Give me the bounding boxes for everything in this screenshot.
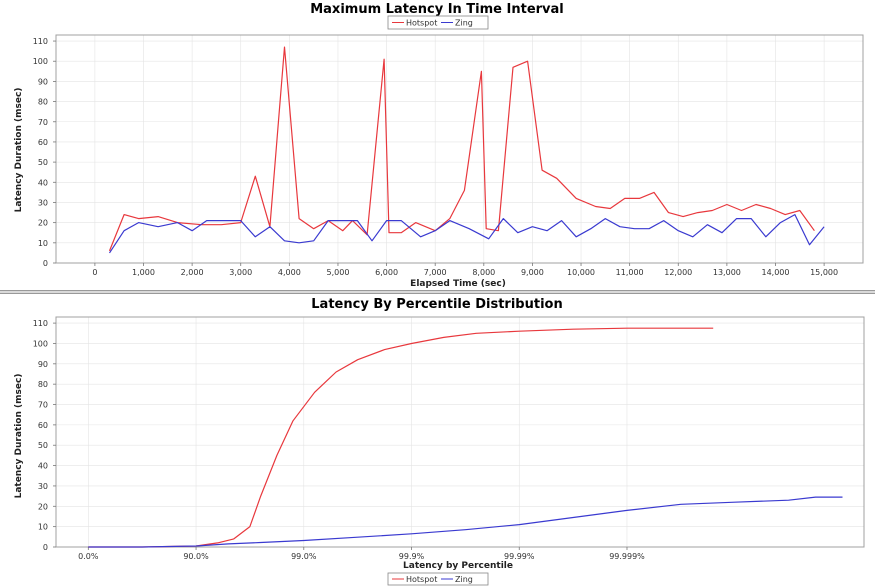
x-axis-label: Latency by Percentile [403,561,513,571]
plot-area [55,34,864,264]
legend-label-hotspot: Hotspot [406,575,437,584]
y-tick-label: 70 [38,118,48,127]
y-axis: 0 10 20 30 40 50 60 70 80 90 100 110 [33,319,56,552]
y-tick-label: 40 [38,178,48,187]
series-line-hotspot [88,327,714,548]
legend-label-hotspot: Hotspot [406,19,437,28]
y-tick-label: 100 [33,339,48,348]
x-tick-label: 0 [92,268,97,277]
y-tick-label: 20 [38,219,48,228]
x-tick-label: 2,000 [181,268,204,277]
y-tick-label: 30 [38,482,48,491]
x-tick-label: 6,000 [375,268,398,277]
legend-label-zing: Zing [455,575,473,584]
chart-panel-max-latency: Maximum Latency In Time Interval Hotspot… [0,0,875,290]
y-tick-label: 0 [43,259,48,268]
panel-divider [0,290,875,294]
y-axis-label: Latency Duration (msec) [14,374,24,499]
y-axis-label: Latency Duration (msec) [14,88,24,213]
x-tick-label: 8,000 [472,268,495,277]
legend: Hotspot Zing [387,15,489,30]
y-tick-label: 110 [33,319,48,328]
x-tick-label: 12,000 [664,268,692,277]
x-tick-label: 1,000 [132,268,155,277]
chart-title: Maximum Latency In Time Interval [310,2,564,17]
chart-max-latency: Maximum Latency In Time Interval Hotspot… [14,2,864,289]
chart-panel-percentile: Latency By Percentile Distribution Laten… [0,294,875,586]
x-tick-label: 14,000 [761,268,789,277]
y-tick-label: 50 [38,158,48,167]
y-axis: 0 10 20 30 40 50 60 70 80 90 100 110 [33,37,56,268]
y-tick-label: 70 [38,401,48,410]
y-tick-label: 90 [38,77,48,86]
legend: Hotspot Zing [387,572,489,586]
grid [56,35,863,264]
y-tick-label: 60 [38,138,48,147]
y-tick-label: 110 [33,37,48,46]
y-tick-label: 10 [38,523,48,532]
y-tick-label: 0 [43,543,48,552]
x-tick-label: 13,000 [713,268,741,277]
y-tick-label: 60 [38,421,48,430]
legend-label-zing: Zing [455,19,473,28]
x-tick-label: 90.0% [183,552,209,561]
chart-title: Latency By Percentile Distribution [311,297,562,312]
x-tick-label: 9,000 [521,268,544,277]
x-tick-label: 99.9% [399,552,425,561]
x-tick-label: 0.0% [78,552,99,561]
x-tick-label: 4,000 [278,268,301,277]
x-axis: 0 1,000 2,000 3,000 4,000 5,000 6,000 7,000 8,00… [92,263,838,277]
chart-percentile-distribution: Latency By Percentile Distribution Laten… [14,297,865,586]
x-tick-label: 7,000 [424,268,447,277]
x-tick-label: 99.999% [609,552,645,561]
x-axis: 0.0% 90.0% 99.0% 99.9% 99.99% 99.999% [78,547,645,561]
x-tick-label: 5,000 [327,268,350,277]
x-tick-label: 99.0% [291,552,317,561]
y-tick-label: 80 [38,98,48,107]
x-tick-label: 99.99% [504,552,535,561]
x-tick-label: 3,000 [229,268,252,277]
series-line-zing [88,496,843,548]
x-tick-label: 10,000 [567,268,595,277]
y-tick-label: 50 [38,441,48,450]
y-tick-label: 10 [38,239,48,248]
series-line-hotspot [108,46,815,252]
series-line-zing [108,214,825,254]
x-axis-label: Elapsed Time (sec) [410,279,506,289]
y-tick-label: 90 [38,360,48,369]
y-tick-label: 40 [38,462,48,471]
y-tick-label: 20 [38,502,48,511]
y-tick-label: 80 [38,380,48,389]
plot-area [55,316,865,548]
x-tick-label: 11,000 [616,268,644,277]
grid [56,317,864,548]
y-tick-label: 100 [33,57,48,66]
y-tick-label: 30 [38,198,48,207]
x-tick-label: 15,000 [810,268,838,277]
